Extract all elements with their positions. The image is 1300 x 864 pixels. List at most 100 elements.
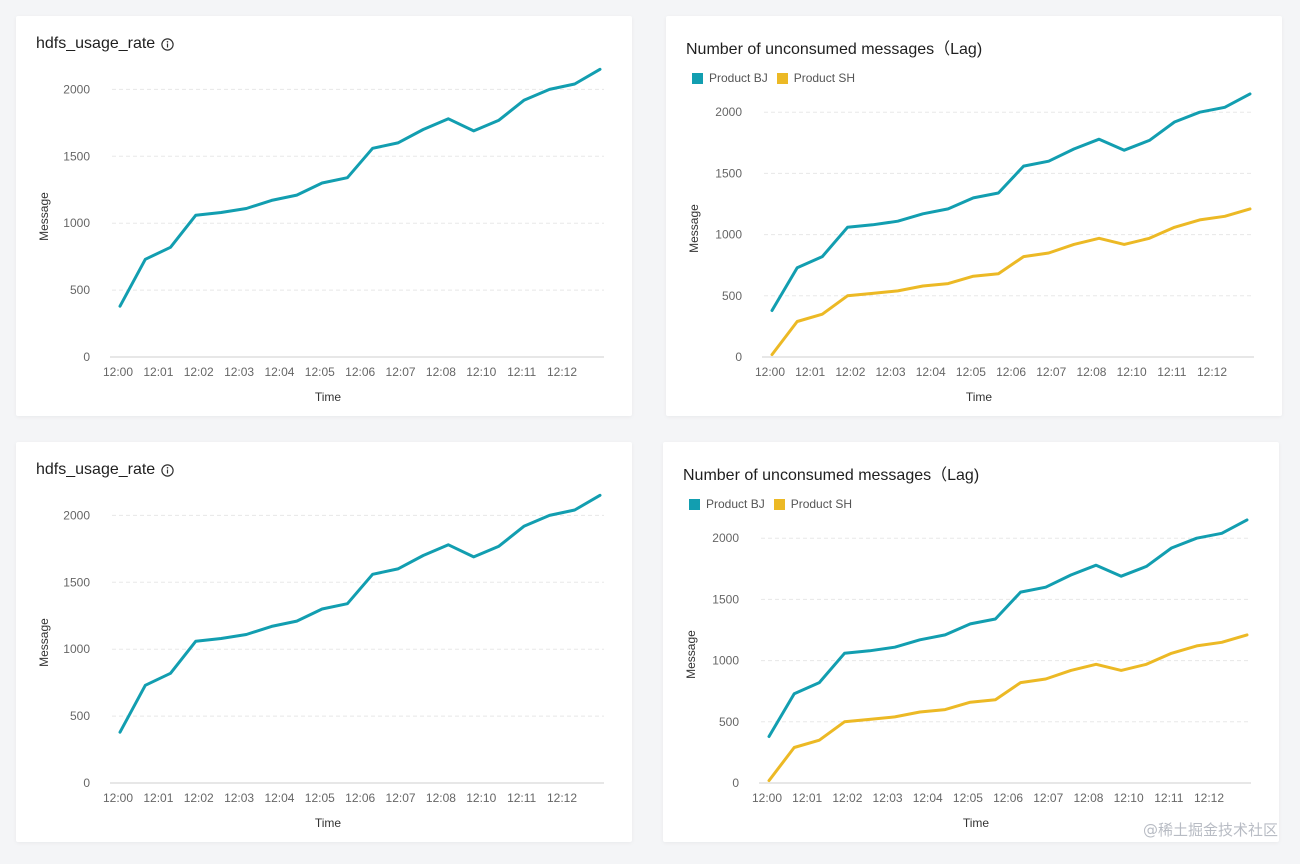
y-tick-label: 1500: [712, 592, 739, 606]
y-tick-label: 1000: [63, 216, 90, 230]
legend-item[interactable]: Product BJ: [689, 497, 765, 511]
x-tick-label: 12:06: [345, 791, 375, 805]
x-tick-label: 12:05: [956, 365, 986, 379]
x-tick-label: 12:00: [752, 791, 782, 805]
info-icon[interactable]: [161, 463, 174, 477]
chart-title-text: Number of unconsumed messages（Lag): [686, 41, 983, 58]
chart-title-text: hdfs_usage_rate: [36, 35, 156, 52]
y-tick-label: 500: [722, 289, 742, 303]
x-tick-label: 12:02: [832, 791, 862, 805]
y-tick-label: 0: [83, 350, 90, 364]
x-tick-label: 12:04: [264, 365, 294, 379]
y-axis-label: Message: [687, 204, 701, 253]
chart-title: hdfs_usage_rate: [36, 461, 174, 479]
x-tick-label: 12:06: [993, 791, 1023, 805]
x-tick-label: 12:07: [1036, 365, 1066, 379]
series-line[interactable]: [770, 92, 1252, 312]
x-tick-label: 12:00: [103, 791, 133, 805]
legend-item[interactable]: Product SH: [773, 497, 853, 511]
x-tick-label: 12:07: [386, 791, 416, 805]
y-tick-label: 500: [719, 715, 739, 729]
chart-title-text: Number of unconsumed messages（Lag): [683, 467, 980, 484]
y-tick-label: 1500: [715, 166, 742, 180]
x-tick-label: 12:06: [996, 365, 1026, 379]
x-axis-label: Time: [315, 816, 342, 830]
x-tick-label: 12:07: [386, 365, 416, 379]
x-tick-label: 12:01: [143, 791, 173, 805]
y-tick-label: 0: [83, 776, 90, 790]
y-tick-label: 2000: [712, 531, 739, 545]
x-tick-label: 12:04: [264, 791, 294, 805]
y-axis-label: Message: [684, 630, 698, 679]
chart-card-hdfs-top: hdfs_usage_rate 0 500 1000 1500 2000 12:00 12:…: [16, 16, 632, 416]
x-tick-label: 12:00: [103, 365, 133, 379]
series-line[interactable]: [770, 207, 1252, 357]
series-line[interactable]: [118, 493, 602, 734]
chart-legend: Product BJ Product SH: [689, 497, 852, 511]
legend-label: Product BJ: [706, 497, 765, 511]
x-tick-label: 12:11: [1154, 791, 1183, 805]
x-tick-label: 12:10: [466, 791, 496, 805]
y-tick-label: 500: [70, 709, 90, 723]
x-tick-label: 12:11: [1157, 365, 1186, 379]
x-tick-label: 12:04: [913, 791, 943, 805]
x-axis-label: Time: [963, 816, 990, 830]
chart-plot: 0 500 1000 1500 2000 12:00 12:01 12:02 12:03 12:0…: [37, 67, 604, 404]
x-tick-label: 12:01: [143, 365, 173, 379]
x-tick-label: 12:07: [1033, 791, 1063, 805]
legend-label: Product SH: [790, 497, 853, 511]
x-tick-label: 12:02: [184, 365, 214, 379]
x-tick-label: 12:04: [916, 365, 946, 379]
y-tick-label: 1000: [63, 642, 90, 656]
legend-swatch: [689, 498, 700, 510]
x-tick-label: 12:10: [466, 365, 496, 379]
x-tick-label: 12:08: [426, 791, 456, 805]
legend-swatch: [776, 72, 788, 84]
x-tick-label: 12:08: [1073, 791, 1103, 805]
legend-label: Product BJ: [709, 71, 768, 85]
y-tick-label: 2000: [63, 82, 90, 96]
x-tick-label: 12:02: [184, 791, 214, 805]
y-tick-label: 1500: [63, 149, 90, 163]
x-tick-label: 12:06: [345, 365, 375, 379]
x-tick-label: 12:01: [795, 365, 825, 379]
chart-title: Number of unconsumed messages（Lag): [686, 35, 982, 59]
x-tick-label: 12:08: [426, 365, 456, 379]
legend-item[interactable]: Product SH: [776, 71, 856, 85]
y-tick-label: 2000: [63, 508, 90, 522]
x-axis-label: Time: [315, 390, 342, 404]
legend-swatch: [773, 498, 785, 510]
chart-plot: 0 500 1000 1500 2000 12:00 12:01 12:02 12:03 12:0…: [37, 493, 604, 830]
legend-item[interactable]: Product BJ: [692, 71, 768, 85]
info-icon[interactable]: [161, 37, 174, 51]
x-tick-label: 12:12: [547, 365, 577, 379]
x-tick-label: 12:03: [224, 365, 254, 379]
y-axis-label: Message: [37, 618, 51, 667]
chart-card-hdfs-bottom: hdfs_usage_rate 0 500 1000 1500 2000 12:00 12:…: [16, 442, 632, 842]
x-tick-label: 12:03: [224, 791, 254, 805]
chart-card-lag-top: Number of unconsumed messages（Lag) Produ…: [666, 16, 1282, 416]
watermark: @稀土掘金技术社区: [1142, 821, 1278, 839]
x-tick-label: 12:10: [1114, 791, 1144, 805]
y-axis-label: Message: [37, 192, 51, 241]
x-tick-label: 12:12: [547, 791, 577, 805]
x-tick-label: 12:08: [1076, 365, 1106, 379]
legend-label: Product SH: [793, 71, 856, 85]
y-tick-label: 0: [732, 776, 739, 790]
series-line[interactable]: [118, 67, 602, 308]
x-tick-label: 12:02: [835, 365, 865, 379]
chart-legend: Product BJ Product SH: [692, 71, 855, 85]
x-tick-label: 12:05: [953, 791, 983, 805]
chart-plot: 0 500 1000 1500 2000 12:00 12:01 12:02 12:03 12:0…: [687, 92, 1254, 404]
x-tick-label: 12:10: [1117, 365, 1147, 379]
chart-card-lag-bottom: Number of unconsumed messages（Lag) Produ…: [663, 442, 1279, 842]
x-tick-label: 12:12: [1197, 365, 1227, 379]
x-tick-label: 12:12: [1194, 791, 1224, 805]
x-tick-label: 12:05: [305, 791, 335, 805]
y-tick-label: 0: [735, 350, 742, 364]
series-line[interactable]: [767, 633, 1249, 783]
x-tick-label: 12:00: [755, 365, 785, 379]
x-tick-label: 12:03: [876, 365, 906, 379]
series-line[interactable]: [767, 518, 1249, 738]
y-tick-label: 1000: [712, 654, 739, 668]
